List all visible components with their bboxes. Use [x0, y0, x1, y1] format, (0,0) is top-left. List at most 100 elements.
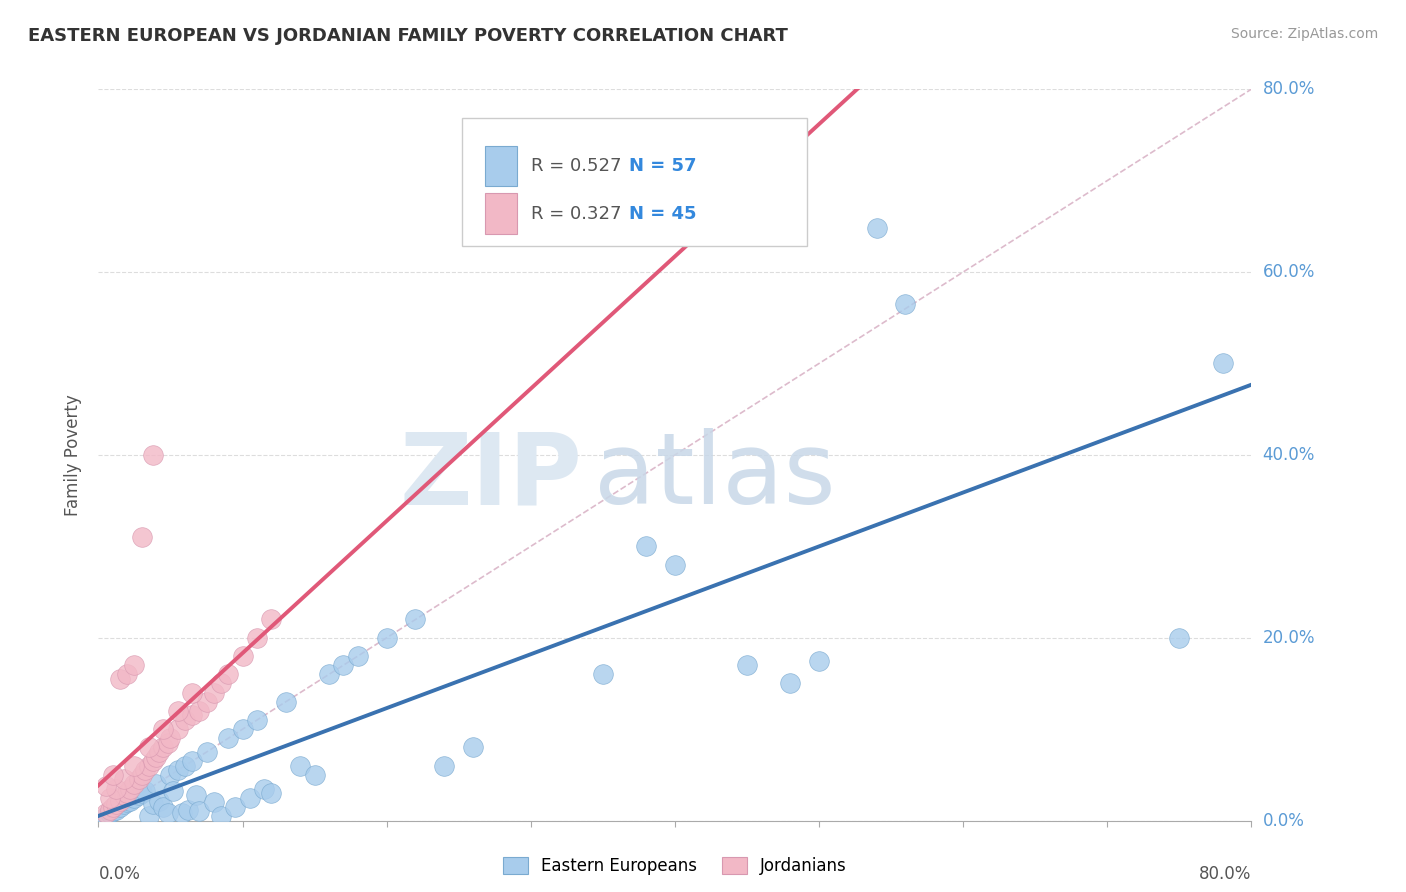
- Point: [186, 788, 208, 802]
- Point: [779, 676, 801, 690]
- Point: [239, 790, 262, 805]
- Point: [156, 736, 179, 750]
- Point: [807, 654, 830, 668]
- Point: [181, 708, 204, 723]
- Point: [592, 667, 614, 681]
- Point: [166, 704, 188, 718]
- Point: [217, 667, 239, 681]
- Point: [1168, 631, 1191, 645]
- Point: [260, 613, 283, 627]
- Point: [735, 658, 758, 673]
- Text: ZIP: ZIP: [399, 428, 582, 525]
- Point: [112, 772, 135, 787]
- Point: [318, 667, 340, 681]
- Point: [894, 297, 917, 311]
- Text: atlas: atlas: [595, 428, 835, 525]
- Point: [101, 768, 124, 782]
- Point: [346, 649, 368, 664]
- Point: [142, 797, 165, 812]
- Point: [145, 777, 167, 791]
- Point: [174, 758, 197, 772]
- Point: [156, 806, 179, 821]
- Point: [231, 723, 254, 737]
- Point: [166, 723, 188, 737]
- Point: [202, 796, 225, 810]
- Point: [104, 781, 127, 796]
- Text: R = 0.527: R = 0.527: [531, 157, 638, 175]
- Text: 0.0%: 0.0%: [1263, 812, 1305, 830]
- Point: [128, 772, 150, 787]
- Point: [124, 790, 146, 805]
- Point: [148, 793, 170, 807]
- Point: [188, 704, 211, 718]
- Text: N = 57: N = 57: [628, 157, 696, 175]
- Point: [128, 788, 150, 802]
- Point: [188, 805, 211, 819]
- Text: Source: ZipAtlas.com: Source: ZipAtlas.com: [1230, 27, 1378, 41]
- Point: [142, 448, 165, 462]
- Point: [290, 758, 312, 772]
- Point: [98, 806, 121, 821]
- Point: [104, 803, 127, 817]
- Point: [142, 754, 165, 768]
- FancyBboxPatch shape: [485, 146, 517, 186]
- Point: [117, 796, 138, 810]
- Point: [134, 764, 156, 778]
- Point: [120, 793, 142, 807]
- Point: [101, 805, 124, 819]
- Point: [1212, 356, 1234, 371]
- Point: [231, 649, 254, 664]
- Text: 20.0%: 20.0%: [1263, 629, 1315, 647]
- Text: 80.0%: 80.0%: [1199, 864, 1251, 882]
- Point: [461, 740, 484, 755]
- Point: [131, 786, 153, 800]
- Point: [117, 667, 138, 681]
- Point: [131, 530, 153, 544]
- Point: [138, 758, 160, 772]
- Point: [94, 809, 117, 823]
- Point: [664, 558, 686, 572]
- Point: [108, 793, 131, 807]
- Point: [195, 695, 218, 709]
- Point: [162, 784, 184, 798]
- Point: [148, 745, 170, 759]
- Text: N = 45: N = 45: [628, 204, 696, 222]
- Point: [174, 713, 197, 727]
- Point: [209, 809, 232, 823]
- Point: [405, 613, 427, 627]
- Point: [124, 777, 146, 791]
- Point: [152, 740, 174, 755]
- Point: [152, 800, 174, 814]
- Point: [104, 797, 127, 812]
- Point: [98, 790, 121, 805]
- Point: [108, 800, 131, 814]
- Point: [120, 781, 142, 796]
- Point: [246, 713, 269, 727]
- Point: [332, 658, 354, 673]
- Point: [134, 784, 156, 798]
- Point: [131, 768, 153, 782]
- Point: [112, 797, 135, 812]
- Point: [112, 788, 135, 802]
- Point: [866, 221, 889, 235]
- Point: [181, 685, 204, 699]
- Point: [224, 800, 246, 814]
- Text: 0.0%: 0.0%: [98, 864, 141, 882]
- Point: [304, 768, 326, 782]
- Point: [217, 731, 239, 746]
- Text: R = 0.327: R = 0.327: [531, 204, 638, 222]
- Point: [166, 764, 188, 778]
- Point: [108, 672, 131, 686]
- Legend: Eastern Europeans, Jordanians: Eastern Europeans, Jordanians: [496, 850, 853, 882]
- Text: 80.0%: 80.0%: [1263, 80, 1315, 98]
- Point: [124, 658, 146, 673]
- Point: [98, 803, 121, 817]
- Point: [152, 723, 174, 737]
- Point: [124, 758, 146, 772]
- FancyBboxPatch shape: [485, 194, 517, 234]
- Point: [94, 779, 117, 793]
- Point: [181, 754, 204, 768]
- Point: [117, 786, 138, 800]
- Y-axis label: Family Poverty: Family Poverty: [65, 394, 83, 516]
- Point: [101, 800, 124, 814]
